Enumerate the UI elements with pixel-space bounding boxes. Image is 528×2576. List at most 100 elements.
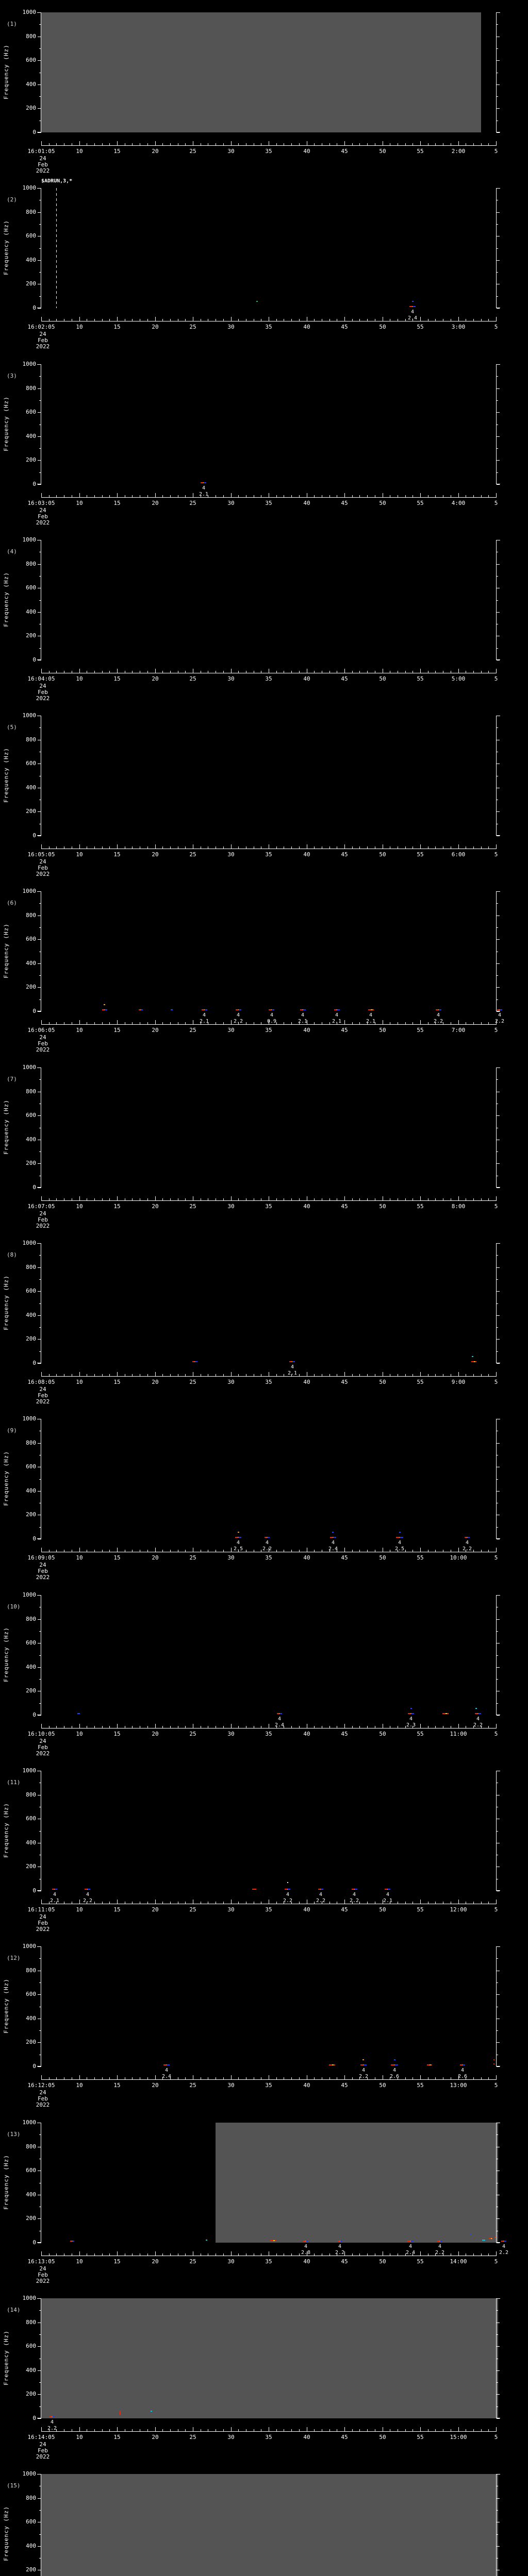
x-major-tick [458, 1020, 459, 1024]
x-major-tick [420, 1372, 421, 1376]
y-tick-label: 200 [26, 1160, 36, 1166]
x-minor-tick [367, 846, 368, 849]
y-major-tick [38, 891, 41, 892]
x-axis-ruler [41, 1376, 497, 1377]
detection-mark [427, 2064, 432, 2065]
x-minor-tick [102, 671, 103, 673]
x-minor-tick [49, 1726, 50, 1728]
x-minor-tick [170, 2429, 171, 2431]
x-minor-tick [185, 1726, 186, 1728]
detection-mark [265, 1537, 270, 1538]
y-major-tick [497, 1667, 500, 1668]
x-major-tick [155, 669, 156, 673]
detection-value-label: 2.2 [433, 1019, 443, 1024]
y-minor-tick [39, 1982, 41, 1983]
y-tick-label: 1000 [22, 888, 37, 894]
x-tick-label: 40 [303, 1379, 310, 1385]
x-major-tick [231, 2251, 232, 2256]
y-major-tick [38, 308, 41, 309]
x-tick-label: 4:00 [451, 500, 466, 506]
x-tick-label: 45 [341, 1379, 348, 1385]
x-major-tick [344, 141, 345, 145]
date-label: Feb [38, 1744, 48, 1751]
x-minor-tick [185, 1198, 186, 1200]
x-minor-tick [329, 1022, 330, 1024]
x-minor-tick [238, 1374, 239, 1376]
y-tick-label: 200 [26, 1863, 36, 1870]
y-major-tick [497, 1315, 500, 1316]
x-minor-tick [238, 2077, 239, 2079]
x-minor-tick [359, 495, 360, 497]
x-minor-tick [162, 671, 163, 673]
x-tick-label: 16:08:05 [27, 1379, 55, 1385]
x-minor-tick [94, 143, 95, 145]
x-major-tick [155, 844, 156, 849]
y-tick-label: 200 [26, 105, 36, 111]
y-axis-right-spine [496, 188, 497, 308]
date-label: Feb [38, 865, 48, 871]
x-major-tick [496, 2251, 497, 2256]
detection-mark [120, 2412, 121, 2415]
panel-index-label: (10) [7, 1603, 21, 1610]
x-major-tick [344, 1724, 345, 1728]
x-minor-tick [162, 143, 163, 145]
x-major-tick [496, 1548, 497, 1552]
x-major-tick [458, 669, 459, 673]
x-minor-tick [185, 1902, 186, 1904]
x-tick-label: 16:02:05 [27, 324, 55, 330]
x-tick-label: 50 [379, 1731, 386, 1737]
detection-mark [475, 1708, 477, 1709]
y-minor-tick [497, 48, 498, 49]
x-minor-tick [435, 143, 436, 145]
y-major-tick [497, 2546, 500, 2547]
y-minor-tick [39, 376, 41, 377]
x-major-tick [155, 1900, 156, 1904]
spectrogram-panel: (3) Frequency (Hz) 0 200 400 600 800 1000 16:03:… [0, 352, 528, 528]
x-major-tick [41, 1548, 42, 1552]
x-minor-tick [314, 1550, 315, 1552]
detection-mark [489, 2238, 493, 2239]
x-minor-tick [291, 495, 292, 497]
x-minor-tick [299, 1550, 300, 1552]
y-major-tick [38, 2498, 41, 2499]
x-minor-tick [367, 2429, 368, 2431]
y-major-tick [38, 1291, 41, 1292]
y-tick-label: 400 [26, 1839, 36, 1846]
y-minor-tick [497, 2030, 498, 2031]
x-minor-tick [367, 143, 368, 145]
x-tick-label: 16:05:05 [27, 851, 55, 858]
y-minor-tick [39, 2406, 41, 2407]
x-minor-tick [162, 2429, 163, 2431]
detection-mark [385, 1889, 390, 1890]
x-axis-ruler [41, 2431, 497, 2432]
y-major-tick [497, 1339, 500, 1340]
y-tick-label: 1000 [22, 1064, 37, 1071]
detection-mark [171, 1009, 173, 1010]
x-tick-label: 10 [76, 2258, 83, 2265]
y-major-tick [497, 436, 500, 437]
x-tick-label: 55 [417, 675, 424, 682]
x-tick-label: 45 [341, 1906, 348, 1913]
x-major-tick [496, 2427, 497, 2431]
panel-index-label: (4) [7, 548, 17, 555]
x-major-tick [420, 1196, 421, 1200]
y-tick-label: 200 [26, 2215, 36, 2222]
detection-mark [300, 1009, 306, 1010]
x-minor-tick [162, 1902, 163, 1904]
x-tick-label: 55 [417, 1906, 424, 1913]
x-minor-tick [405, 1022, 406, 1024]
y-minor-tick [497, 2510, 498, 2511]
x-tick-label: 55 [417, 324, 424, 330]
y-tick-label: 200 [26, 1687, 36, 1694]
date-label: 2022 [36, 519, 50, 526]
spectrogram-panel: (8) Frequency (Hz) 0 200 400 600 800 1000 16:08:… [0, 1231, 528, 1406]
detection-value-label: 2.2 [233, 1019, 243, 1024]
y-tick-label: 0 [32, 1535, 36, 1542]
detection-value-label: 2.4 [274, 1722, 285, 1728]
x-tick-label: 20 [152, 1379, 159, 1385]
spectrogram-image [41, 2298, 498, 2418]
x-major-tick [420, 2427, 421, 2431]
y-minor-tick [497, 376, 498, 377]
x-minor-tick [488, 2077, 489, 2079]
detection-value-label: 2.2 [462, 1546, 472, 1552]
